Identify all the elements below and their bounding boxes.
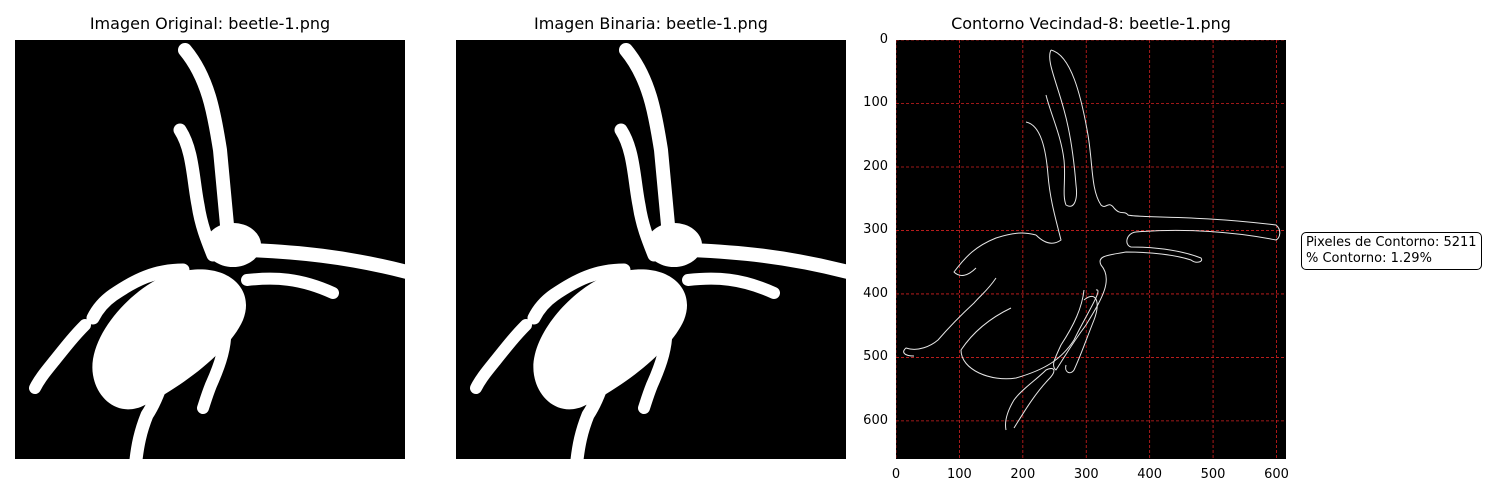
panel-title-contour: Contorno Vecindad-8: beetle-1.png: [951, 14, 1231, 33]
panel-title-binary: Imagen Binaria: beetle-1.png: [534, 14, 768, 33]
x-tick-label: 300: [1073, 467, 1099, 482]
y-tick-label: 300: [863, 222, 888, 238]
y-tick-label: 500: [863, 349, 888, 365]
x-tick-label: 500: [1200, 467, 1226, 482]
x-tick-label: 600: [1264, 467, 1289, 482]
y-tick-label: 200: [863, 158, 888, 174]
x-tick-label: 200: [1010, 467, 1036, 482]
grid-lines: [896, 40, 1286, 459]
beetle-contour: [903, 49, 1281, 431]
original-image: [15, 40, 405, 459]
x-tick-label: 400: [1137, 467, 1163, 482]
binary-image: [456, 40, 846, 459]
y-tick-label: 100: [863, 95, 888, 111]
contour-image: [896, 40, 1286, 459]
x-tick-label: 0: [891, 467, 901, 482]
contour-pixel-count: Pixeles de Contorno: 5211: [1306, 235, 1477, 250]
beetle-silhouette-original: [15, 40, 405, 459]
beetle-silhouette-binary: [456, 40, 846, 459]
y-tick-label: 400: [863, 285, 888, 301]
panel-title-original: Imagen Original: beetle-1.png: [89, 14, 331, 33]
contour-plot: [896, 40, 1286, 459]
y-tick-label: 600: [863, 412, 888, 428]
contour-percent: % Contorno: 1.29%: [1306, 251, 1432, 266]
y-tick-label: 0: [879, 32, 888, 47]
contour-info-box: Pixeles de Contorno: 5211 % Contorno: 1.…: [1301, 232, 1482, 270]
x-tick-label: 100: [946, 467, 972, 482]
